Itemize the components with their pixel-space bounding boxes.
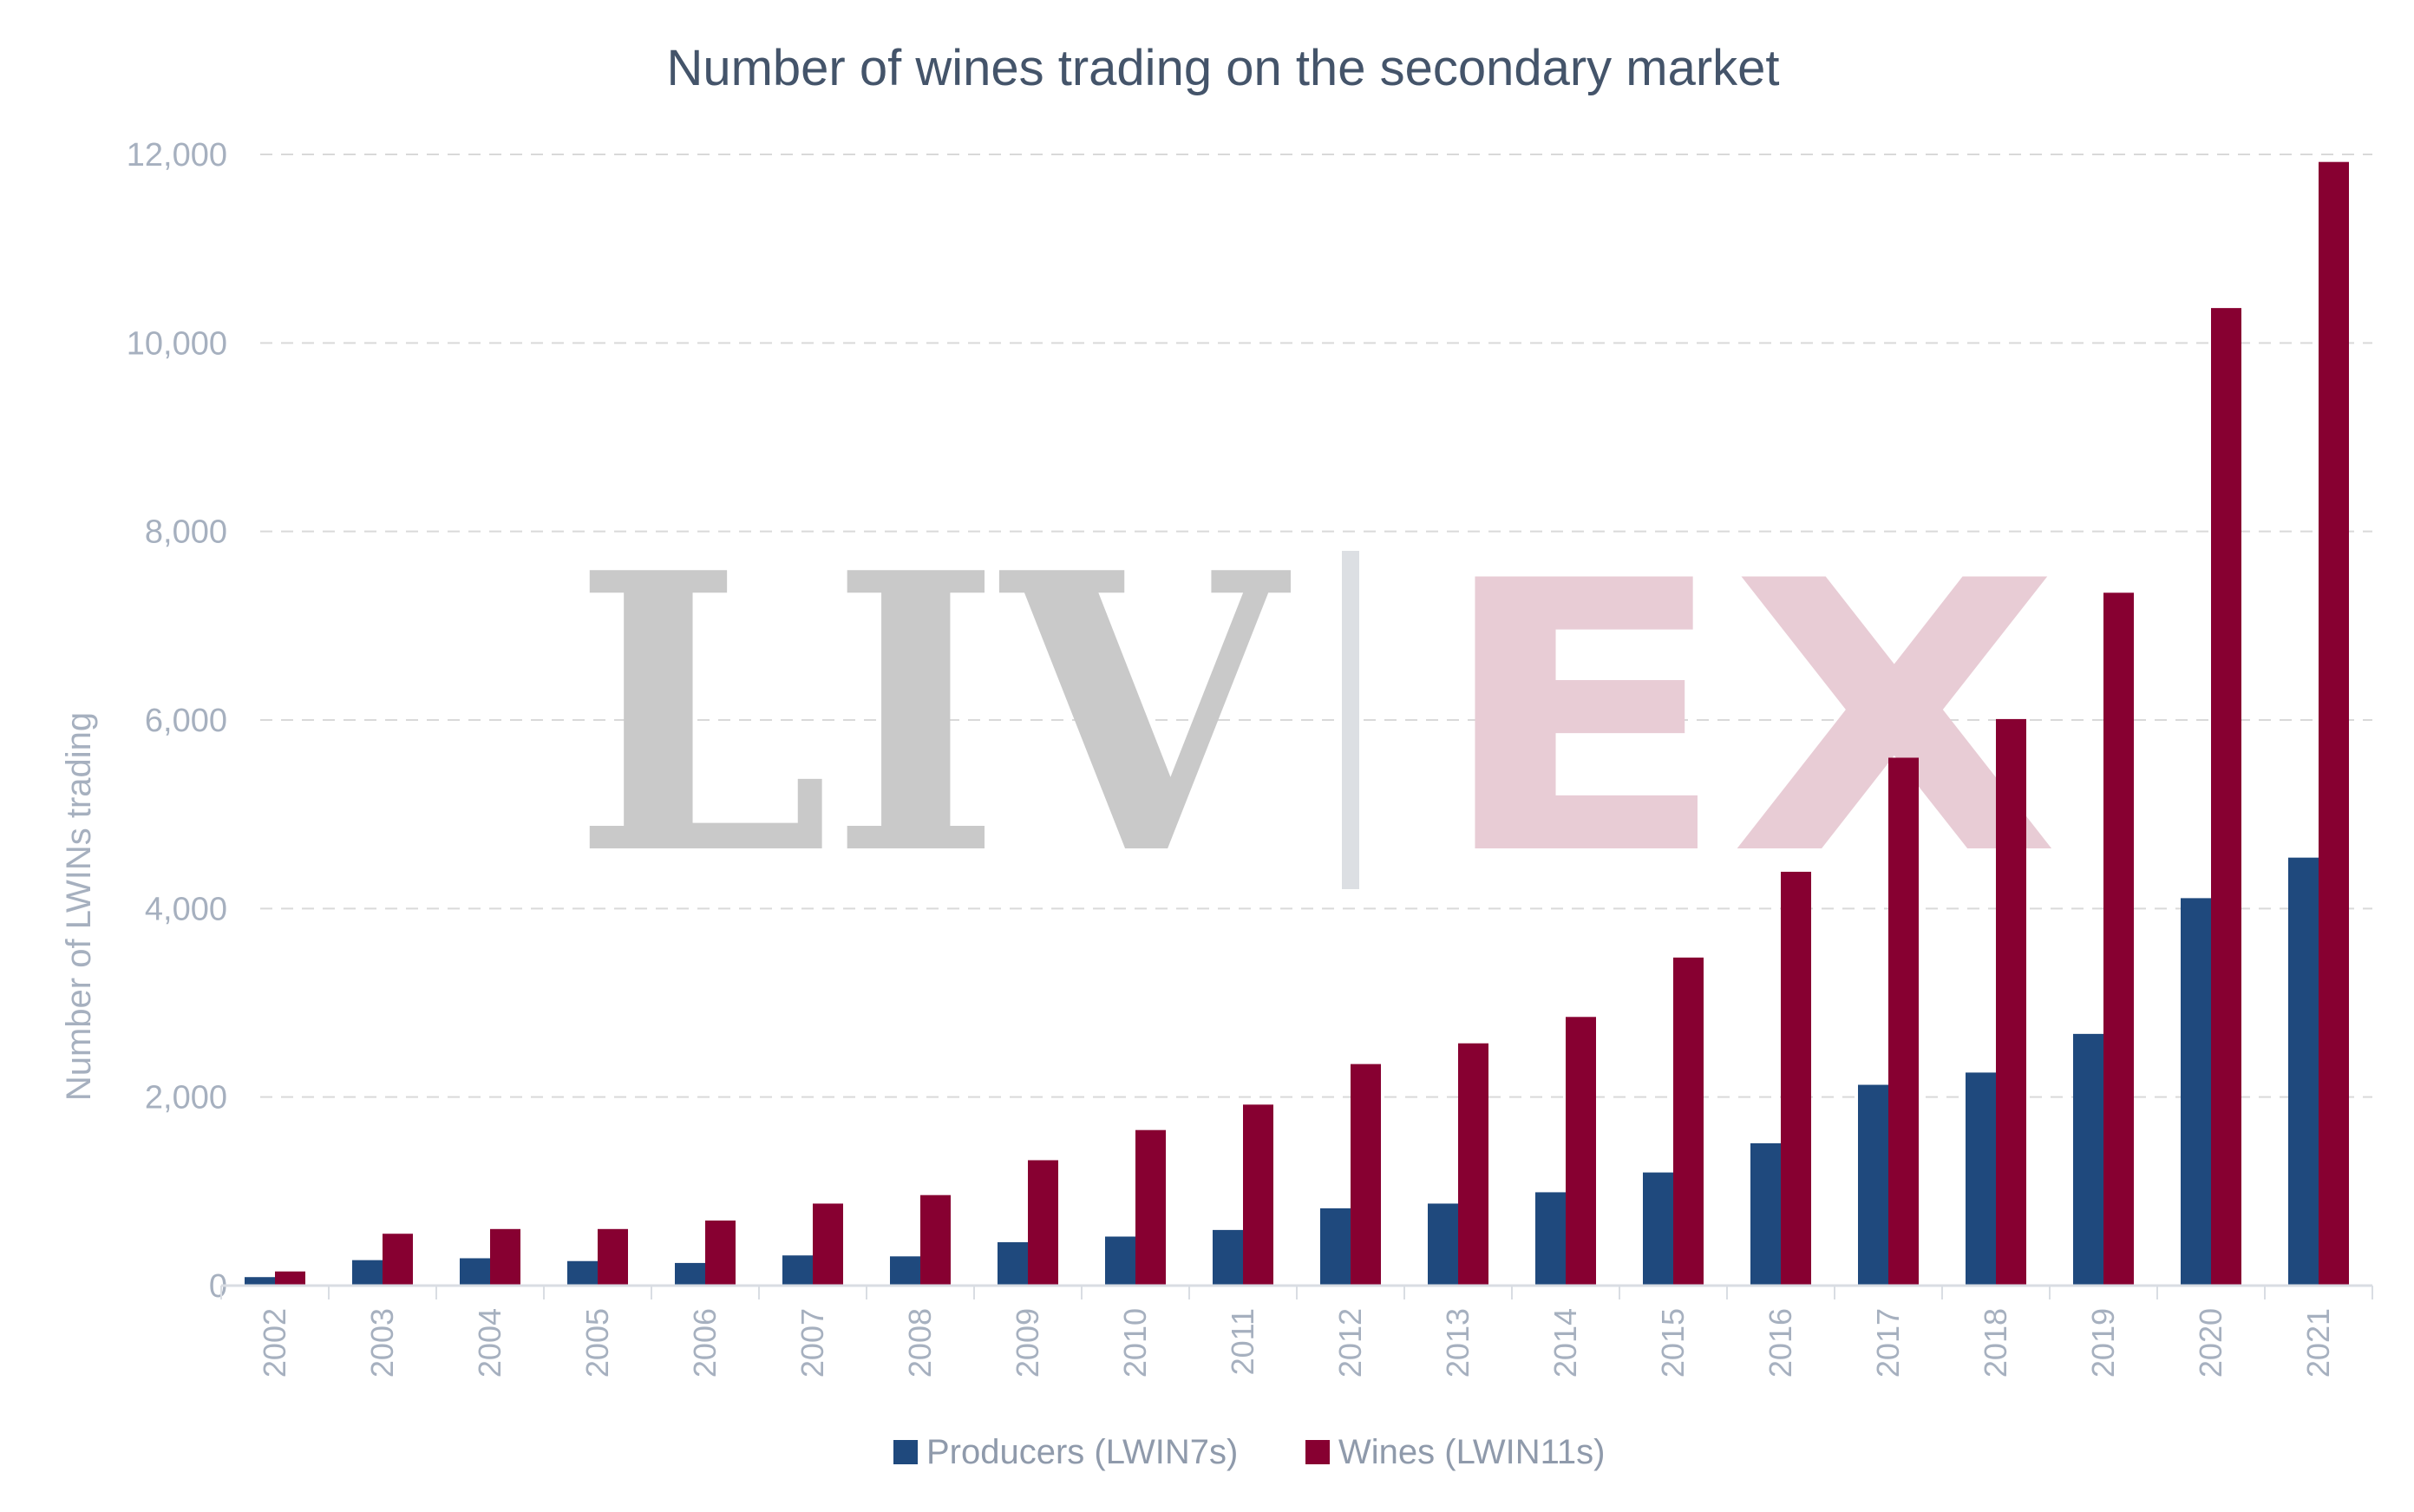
bar-producers-2018 <box>1966 1072 1996 1286</box>
bar-producers-2004 <box>460 1258 490 1286</box>
legend-swatch-wines <box>1305 1440 1330 1464</box>
bar-wines-2013 <box>1458 1043 1488 1286</box>
bar-wines-2009 <box>1028 1160 1058 1286</box>
x-tick-label: 2003 <box>364 1308 400 1378</box>
x-tick-label: 2006 <box>687 1308 723 1378</box>
bar-wines-2004 <box>490 1228 520 1286</box>
y-tick-label: 0 <box>209 1268 227 1305</box>
y-tick-label: 4,000 <box>145 891 227 927</box>
x-tick-label: 2015 <box>1655 1308 1691 1378</box>
x-tick-label: 2008 <box>902 1308 938 1378</box>
bar-producers-2015 <box>1643 1172 1673 1286</box>
x-tick-label: 2009 <box>1010 1308 1045 1378</box>
bar-producers-2003 <box>352 1260 383 1286</box>
bar-producers-2010 <box>1105 1236 1135 1286</box>
x-tick-label: 2011 <box>1225 1308 1260 1375</box>
y-tick-label: 8,000 <box>145 514 227 551</box>
x-axis-ticks: 2002 2003 2004 2005 2006 2007 2008 2009 2010 2011… <box>220 1286 2373 1378</box>
x-tick-label: 2013 <box>1440 1308 1475 1378</box>
bar-producers-2019 <box>2073 1033 2103 1286</box>
x-tick-label: 2016 <box>1763 1308 1798 1378</box>
legend: Producers (LWIN7s) Wines (LWIN11s) <box>893 1433 1605 1471</box>
bars <box>245 161 2349 1286</box>
x-tick-label: 2007 <box>795 1308 830 1378</box>
bar-wines-2006 <box>705 1221 736 1286</box>
bar-producers-2021 <box>2288 857 2319 1286</box>
x-tick-label: 2002 <box>257 1308 292 1378</box>
y-axis-ticks: 0 2,000 4,000 6,000 8,000 10,000 12,000 <box>127 137 227 1305</box>
bar-wines-2011 <box>1243 1104 1273 1286</box>
bar-wines-2002 <box>275 1271 305 1286</box>
bar-producers-2017 <box>1858 1084 1888 1286</box>
x-tick-label: 2019 <box>2085 1308 2121 1378</box>
x-tick-label: 2020 <box>2193 1308 2228 1378</box>
bar-wines-2012 <box>1351 1064 1381 1286</box>
y-axis-label: Number of LWINs trading <box>60 712 98 1101</box>
bar-wines-2007 <box>813 1203 843 1286</box>
bar-producers-2020 <box>2181 898 2211 1286</box>
bar-producers-2012 <box>1320 1208 1351 1286</box>
bar-wines-2014 <box>1566 1017 1596 1286</box>
legend-label-producers: Producers (LWIN7s) <box>926 1433 1238 1471</box>
bar-producers-2014 <box>1535 1192 1566 1286</box>
x-tick-label: 2005 <box>579 1308 615 1378</box>
bar-producers-2007 <box>782 1255 813 1286</box>
x-tick-label: 2017 <box>1870 1308 1906 1378</box>
bar-wines-2008 <box>920 1195 951 1286</box>
bar-wines-2020 <box>2211 308 2241 1286</box>
bar-producers-2011 <box>1213 1229 1243 1286</box>
watermark-liv: LIV <box>572 490 1293 939</box>
bar-wines-2017 <box>1888 757 1919 1286</box>
livex-watermark-logo: LIV EX <box>572 490 2060 939</box>
y-tick-label: 2,000 <box>145 1080 227 1116</box>
x-tick-label: 2014 <box>1547 1308 1583 1378</box>
bar-wines-2021 <box>2319 161 2349 1286</box>
bar-producers-2013 <box>1428 1203 1458 1286</box>
bar-wines-2015 <box>1673 957 1704 1286</box>
bar-wines-2019 <box>2103 592 2134 1286</box>
bar-producers-2002 <box>245 1277 275 1286</box>
y-tick-label: 10,000 <box>127 325 227 362</box>
bar-wines-2010 <box>1135 1129 1166 1286</box>
bar-producers-2009 <box>998 1242 1028 1286</box>
bar-wines-2016 <box>1781 871 1811 1286</box>
legend-swatch-producers <box>893 1440 918 1464</box>
x-tick-label: 2012 <box>1332 1308 1368 1378</box>
x-tick-label: 2021 <box>2300 1308 2336 1378</box>
bar-producers-2008 <box>890 1256 920 1286</box>
x-tick-label: 2018 <box>1978 1308 2013 1378</box>
y-tick-label: 6,000 <box>145 703 227 739</box>
watermark-ex: EX <box>1436 503 2060 937</box>
legend-label-wines: Wines (LWIN11s) <box>1338 1433 1605 1471</box>
chart-title: Number of wines trading on the secondary… <box>666 40 1779 96</box>
bar-producers-2006 <box>675 1262 705 1286</box>
bar-wines-2018 <box>1996 718 2026 1286</box>
bar-wines-2005 <box>598 1228 628 1286</box>
x-tick-label: 2004 <box>472 1308 507 1378</box>
bar-producers-2005 <box>567 1260 598 1286</box>
y-tick-label: 12,000 <box>127 137 227 173</box>
watermark-divider <box>1342 551 1359 889</box>
bar-wines-2003 <box>383 1234 413 1286</box>
x-tick-label: 2010 <box>1117 1308 1153 1378</box>
bar-producers-2016 <box>1750 1142 1781 1286</box>
